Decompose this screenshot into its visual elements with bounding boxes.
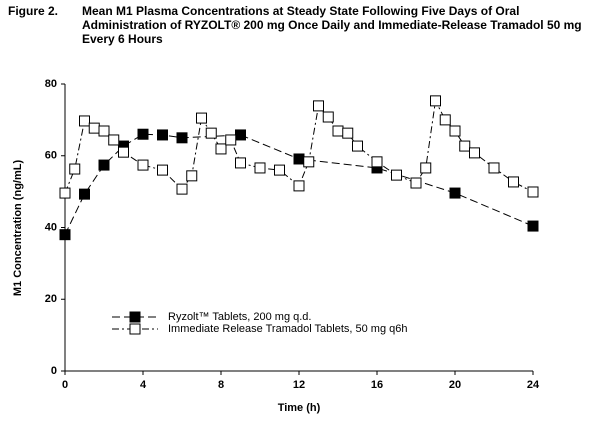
data-point: [313, 100, 324, 112]
legend-marker: [129, 311, 141, 323]
data-point: [235, 129, 246, 141]
data-point: [108, 134, 120, 146]
data-point: [88, 122, 100, 134]
data-point: [469, 147, 480, 159]
data-point: [274, 164, 285, 176]
data-point: [342, 127, 354, 139]
chart-title: Every 6 Hours: [82, 32, 163, 46]
data-point: [176, 183, 188, 195]
data-point: [79, 115, 90, 127]
data-point: [352, 140, 363, 152]
data-point: [439, 114, 451, 126]
data-point: [137, 159, 149, 171]
data-point: [322, 111, 334, 123]
legend-label: Ryzolt™ Tablets, 200 mg q.d.: [168, 311, 311, 323]
data-point: [215, 143, 227, 155]
legend-label: Immediate Release Tramadol Tablets, 50 m…: [168, 323, 407, 335]
data-point: [225, 134, 237, 146]
y-tick-label: 0: [51, 365, 57, 377]
data-point: [69, 163, 81, 175]
data-point: [196, 112, 207, 124]
chart-title: Mean M1 Plasma Concentrations at Steady …: [82, 4, 519, 18]
data-point: [449, 187, 461, 199]
data-point: [293, 180, 305, 192]
x-tick-label: 4: [140, 379, 147, 391]
x-tick-label: 0: [62, 379, 68, 391]
data-point: [430, 95, 441, 107]
data-point: [254, 162, 266, 174]
x-tick-label: 24: [527, 379, 540, 391]
data-point: [508, 176, 519, 188]
chart-title: Administration of RYZOLT® 200 mg Once Da…: [82, 18, 582, 32]
data-point: [420, 162, 432, 174]
x-tick-label: 8: [218, 379, 224, 391]
x-tick-label: 16: [371, 379, 383, 391]
y-tick-label: 60: [45, 150, 57, 162]
data-point: [118, 146, 129, 158]
data-point: [79, 188, 90, 200]
data-point: [303, 156, 315, 168]
data-point: [186, 170, 198, 182]
data-point: [205, 127, 217, 139]
data-point: [527, 220, 539, 232]
y-tick-label: 40: [45, 221, 57, 233]
data-point: [176, 132, 188, 144]
y-tick-label: 80: [45, 78, 57, 90]
y-axis-label: M1 Concentration (ng/mL): [12, 160, 24, 297]
y-tick-label: 20: [45, 293, 57, 305]
data-point: [293, 153, 305, 165]
data-point: [371, 156, 383, 168]
legend-marker: [129, 323, 141, 335]
data-point: [332, 125, 344, 137]
data-point: [98, 125, 110, 137]
data-point: [459, 140, 471, 152]
data-point: [449, 125, 461, 137]
figure-label: Figure 2.: [8, 4, 58, 18]
data-point: [157, 164, 168, 176]
data-point: [137, 128, 149, 140]
data-point: [488, 162, 500, 174]
x-tick-label: 12: [293, 379, 305, 391]
data-point: [59, 229, 71, 241]
data-point: [59, 187, 71, 199]
data-point: [157, 129, 168, 141]
data-point: [98, 159, 110, 171]
x-tick-label: 20: [449, 379, 461, 391]
data-point: [391, 169, 402, 181]
data-point: [527, 186, 539, 198]
data-point: [410, 177, 422, 189]
data-point: [235, 157, 246, 169]
x-axis-label: Time (h): [278, 402, 321, 414]
